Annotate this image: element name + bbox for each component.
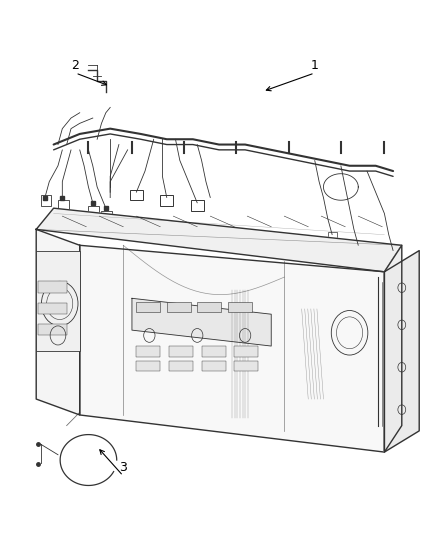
Bar (130, 190, 143, 200)
Text: 1: 1 (311, 59, 319, 71)
Bar (167, 302, 191, 312)
Bar (169, 361, 193, 372)
Bar (160, 195, 173, 206)
Bar (136, 302, 160, 312)
Bar (39, 281, 67, 293)
Text: 2: 2 (71, 59, 79, 71)
Bar (39, 303, 67, 314)
Bar (58, 200, 69, 211)
Bar (39, 324, 67, 335)
Bar (36, 251, 80, 351)
Bar (136, 361, 160, 372)
Bar (191, 200, 204, 211)
Bar (328, 232, 336, 240)
Bar (136, 346, 160, 357)
Polygon shape (385, 251, 419, 452)
Text: 3: 3 (119, 462, 127, 474)
Bar (201, 346, 226, 357)
Polygon shape (385, 245, 402, 452)
Bar (228, 302, 252, 312)
Bar (169, 346, 193, 357)
Bar (41, 195, 51, 206)
Polygon shape (132, 298, 271, 346)
Bar (389, 248, 397, 256)
Polygon shape (80, 245, 385, 452)
Polygon shape (36, 208, 402, 272)
Bar (88, 206, 99, 216)
Bar (354, 243, 363, 251)
Bar (201, 361, 226, 372)
Bar (102, 211, 113, 221)
Bar (197, 302, 221, 312)
Polygon shape (36, 229, 80, 415)
Bar (234, 361, 258, 372)
Bar (234, 346, 258, 357)
